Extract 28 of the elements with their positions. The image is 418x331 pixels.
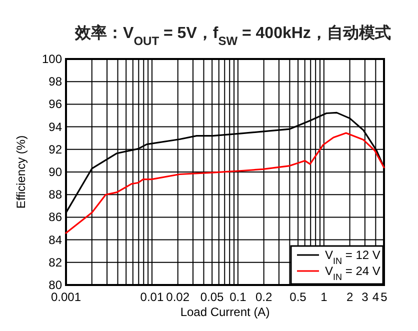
y-tick-label: 92 <box>48 142 62 156</box>
legend-label: V$_{IN}$ = 12 V <box>325 248 380 266</box>
x-tick-label: 1 <box>320 290 328 304</box>
x-tick-label: 0.5 <box>290 290 307 304</box>
x-tick-label: 0.02 <box>166 290 190 304</box>
y-tick-label: 86 <box>48 210 62 224</box>
legend-label: V$_{IN}$ = 24 V <box>325 264 380 282</box>
x-tick-label: 0.01 <box>140 290 164 304</box>
x-tick-label: 5 <box>380 290 388 304</box>
y-tick-label: 94 <box>48 120 62 134</box>
y-tick-label: 96 <box>48 97 62 112</box>
y-tick-label: 80 <box>48 278 62 292</box>
y-tick-label: 90 <box>48 165 62 179</box>
x-tick-label: 0.2 <box>255 290 272 304</box>
chart-title: 效率：V$_{OUT}$ = 5V，f$_{SW}$ = 400kHz，自动模式 <box>74 23 391 48</box>
y-axis-title: Efficiency (%) <box>14 135 28 209</box>
x-tick-label: 2 <box>346 290 354 304</box>
y-tick-label: 100 <box>42 52 62 66</box>
x-tick-label: 0.05 <box>200 290 224 304</box>
x-tick-label: 3 <box>362 290 369 304</box>
x-tick-label: 0.1 <box>230 290 247 304</box>
x-tick-label: 0.001 <box>50 290 82 304</box>
y-tick-label: 82 <box>48 255 62 270</box>
x-tick-label: 4 <box>372 290 380 304</box>
y-tick-label: 98 <box>48 74 62 89</box>
x-axis-title: Load Current (A) <box>180 305 270 319</box>
y-tick-label: 88 <box>48 188 62 202</box>
y-tick-label: 84 <box>48 232 62 247</box>
